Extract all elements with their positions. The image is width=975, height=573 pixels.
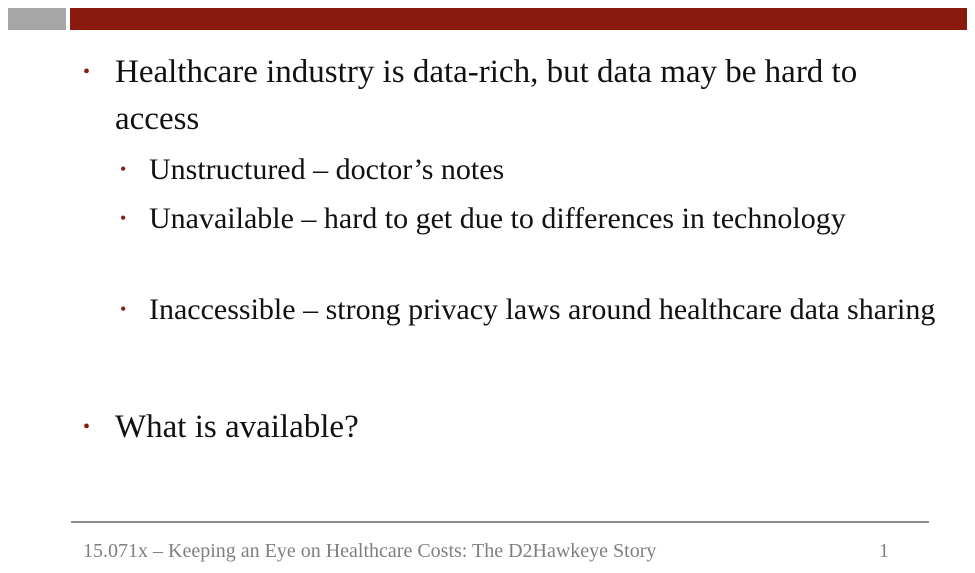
footer-title: 15.071x – Keeping an Eye on Healthcare C… — [83, 540, 657, 562]
bullet-item-level1: • Healthcare industry is data-rich, but … — [83, 49, 935, 143]
bullet-item-level2: • Unavailable – hard to get due to diffe… — [120, 198, 939, 239]
bullet-dot-icon: • — [83, 416, 91, 438]
bullet-text: Healthcare industry is data-rich, but da… — [115, 54, 858, 137]
bullet-text: What is available? — [115, 409, 359, 445]
bullet-item-level2: • Unstructured – doctor’s notes — [120, 149, 939, 190]
header-red-bar — [70, 8, 967, 30]
bullet-item-level2: • Inaccessible – strong privacy laws aro… — [120, 289, 939, 330]
bullet-dot-icon: • — [120, 208, 127, 228]
bullet-dot-icon: • — [83, 61, 91, 83]
bullet-item-level1: • What is available? — [83, 404, 935, 451]
header-gray-block — [8, 8, 66, 30]
page-number: 1 — [879, 540, 889, 562]
bullet-text: Inaccessible – strong privacy laws aroun… — [149, 293, 936, 326]
bullet-dot-icon: • — [120, 299, 127, 319]
bullet-dot-icon: • — [120, 159, 127, 179]
bullet-text: Unavailable – hard to get due to differe… — [149, 202, 846, 235]
bullet-text: Unstructured – doctor’s notes — [149, 153, 505, 186]
footer-divider — [71, 521, 929, 523]
